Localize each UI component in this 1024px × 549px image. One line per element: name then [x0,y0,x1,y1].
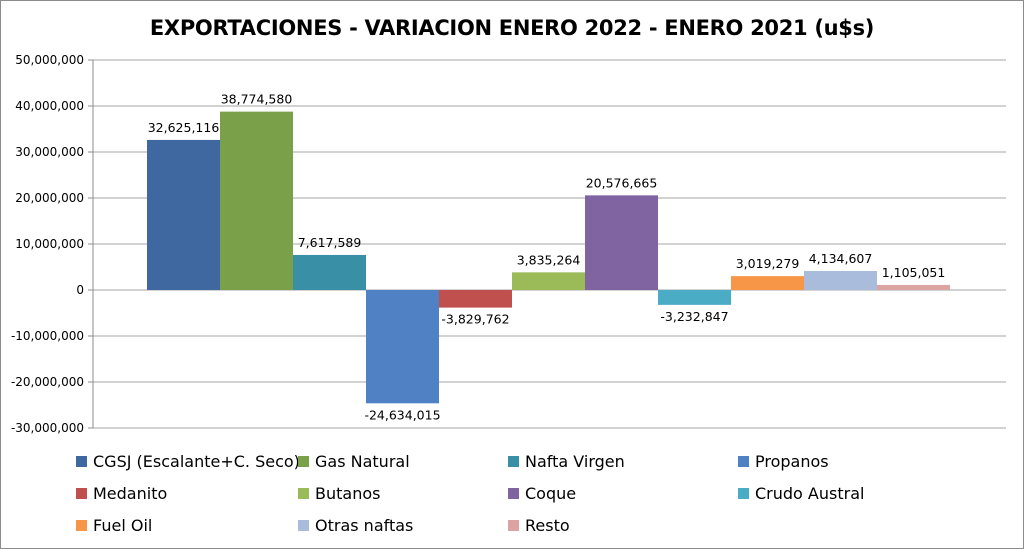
bar-butanos [512,272,585,290]
data-label: 38,774,580 [221,92,293,107]
y-tick-label: -20,000,000 [11,375,84,389]
data-label: 3,835,264 [517,252,581,267]
data-label: 4,134,607 [809,251,873,266]
data-label: 20,576,665 [586,175,658,190]
y-tick-label: 20,000,000 [15,191,84,205]
data-label: -3,829,762 [441,312,509,327]
chart-title: EXPORTACIONES - VARIACION ENERO 2022 - E… [149,16,875,40]
bar-medanito [439,290,512,308]
y-tick-label: 40,000,000 [15,99,84,113]
data-label: -3,232,847 [660,309,728,324]
data-label: 32,625,116 [148,120,220,135]
bar-coque [585,195,658,290]
y-tick-label: -30,000,000 [11,421,84,435]
bar-fuel-oil [731,276,804,290]
bar-nafta-virgen [293,254,366,290]
bar-gas-natural [220,111,293,290]
bar-crudo-austral [658,290,731,305]
y-tick-label: 0 [76,283,84,297]
bar-otras-naftas [804,270,877,290]
bar-cgsj-escalante-c-seco [147,139,220,290]
y-tick-label: 30,000,000 [15,145,84,159]
bar-propanos [366,290,439,404]
data-label: 1,105,051 [882,265,946,280]
bar-resto [877,284,950,290]
data-label: 7,617,589 [298,235,362,250]
y-tick-label: 50,000,000 [15,53,84,67]
data-label: 3,019,279 [736,256,800,271]
y-tick-label: -10,000,000 [11,329,84,343]
y-tick-label: 10,000,000 [15,237,84,251]
data-label: -24,634,015 [364,407,440,422]
